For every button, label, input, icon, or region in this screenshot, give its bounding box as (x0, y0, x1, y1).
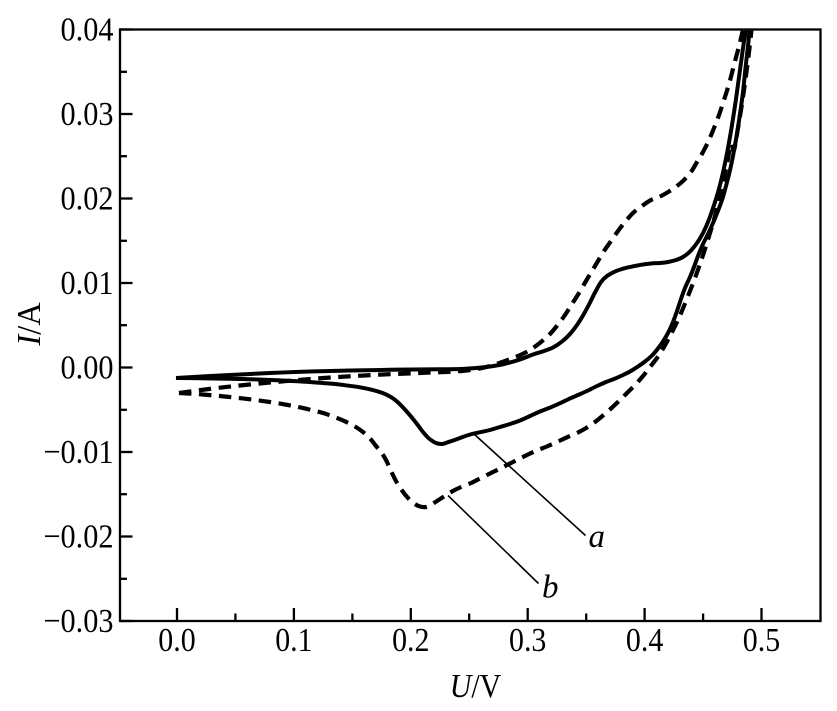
svg-text:U/V: U/V (450, 666, 502, 704)
svg-text:0.2: 0.2 (392, 620, 429, 658)
svg-text:0.03: 0.03 (61, 94, 114, 132)
svg-text:0.1: 0.1 (275, 620, 312, 658)
svg-text:a: a (589, 519, 606, 555)
svg-text:0.00: 0.00 (61, 348, 114, 386)
svg-text:−0.01: −0.01 (43, 432, 113, 470)
svg-text:0.4: 0.4 (626, 620, 663, 658)
svg-text:I/A: I/A (10, 302, 48, 346)
svg-text:−0.03: −0.03 (43, 601, 113, 639)
svg-text:0.02: 0.02 (61, 179, 114, 217)
svg-text:0.04: 0.04 (61, 10, 114, 48)
svg-text:b: b (542, 570, 559, 606)
svg-text:0.5: 0.5 (743, 620, 780, 658)
svg-text:0.01: 0.01 (61, 263, 114, 301)
svg-text:0.3: 0.3 (509, 620, 546, 658)
svg-text:−0.02: −0.02 (43, 517, 113, 555)
svg-text:0.0: 0.0 (158, 620, 195, 658)
